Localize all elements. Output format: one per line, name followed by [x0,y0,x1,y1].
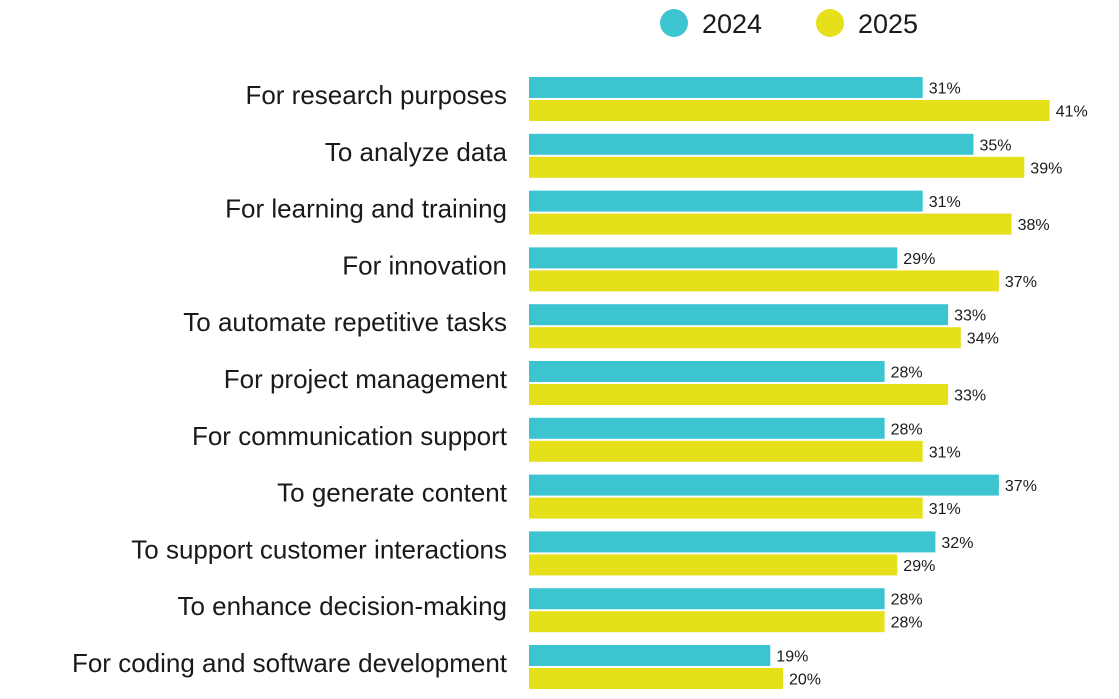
category-row: To analyze data 35% 39% [325,133,1062,178]
bar-2025 [529,100,1050,121]
category-row: To support customer interactions 32% 29% [131,531,973,576]
data-label-2024: 32% [941,535,973,552]
bar-2024 [529,77,923,98]
category-row: For research purposes 31% 41% [245,77,1088,121]
bar-2025 [529,611,885,633]
bar-2025 [529,156,1025,178]
bar-2024 [529,304,949,326]
bar-2024 [529,474,999,496]
data-label-2024: 19% [776,649,808,666]
legend-swatch-2025 [816,9,844,37]
data-label-2025: 28% [891,615,923,632]
data-label-2024: 31% [929,194,961,211]
category-label: For coding and software development [72,648,508,678]
category-label: For project management [224,364,508,394]
bar-2024 [529,190,923,212]
category-label: For learning and training [225,194,507,224]
category-label: To support customer interactions [131,534,507,564]
data-label-2025: 20% [789,672,821,689]
bar-2024 [529,588,885,610]
bar-2025 [529,270,999,292]
data-label-2024: 28% [891,421,923,438]
bar-2025 [529,213,1012,235]
bar-2024 [529,133,974,155]
category-row: To automate repetitive tasks 33% 34% [183,304,999,349]
bar-2024 [529,361,885,382]
category-label: To automate repetitive tasks [183,307,507,337]
legend-label-2024: 2024 [702,9,762,39]
category-row: For project management 28% 33% [224,361,986,405]
category-row: For coding and software development 19% 20… [72,645,821,689]
category-label: To enhance decision-making [177,591,507,621]
bar-2025 [529,384,949,405]
bar-2025 [529,668,783,689]
data-label-2024: 28% [891,592,923,609]
category-row: For learning and training 31% 38% [225,190,1050,235]
data-label-2024: 29% [903,251,935,268]
data-label-2025: 38% [1018,217,1050,234]
legend-label-2025: 2025 [858,9,918,39]
data-label-2025: 31% [929,444,961,461]
category-row: For communication support 28% 31% [192,417,961,462]
category-label: To generate content [277,478,508,508]
legend: 2024 2025 [660,9,918,39]
data-label-2025: 41% [1056,104,1088,121]
data-label-2025: 33% [954,388,986,405]
category-label: For innovation [342,250,507,280]
data-label-2025: 37% [1005,274,1037,291]
bar-2024 [529,417,885,439]
bar-2024 [529,531,936,553]
category-label: For communication support [192,421,508,451]
data-label-2025: 29% [903,558,935,575]
data-label-2024: 37% [1005,478,1037,495]
chart-rows: For research purposes 31% 41% To analyze da… [72,77,1088,689]
bar-2025 [529,497,923,519]
category-label: For research purposes [245,80,507,110]
category-label: To analyze data [325,137,508,167]
category-row: For innovation 29% 37% [342,247,1037,292]
bar-2024 [529,247,898,269]
data-label-2024: 28% [891,365,923,382]
data-label-2024: 35% [980,137,1012,154]
legend-swatch-2024 [660,9,688,37]
category-row: To generate content 37% 31% [277,474,1037,519]
bar-2025 [529,327,961,349]
data-label-2025: 34% [967,331,999,348]
category-row: To enhance decision-making 28% 28% [177,588,923,633]
bar-2025 [529,440,923,462]
data-label-2024: 31% [929,81,961,98]
bar-2024 [529,645,771,666]
bar-2025 [529,554,898,576]
data-label-2025: 31% [929,501,961,518]
data-label-2024: 33% [954,308,986,325]
data-label-2025: 39% [1030,160,1062,177]
